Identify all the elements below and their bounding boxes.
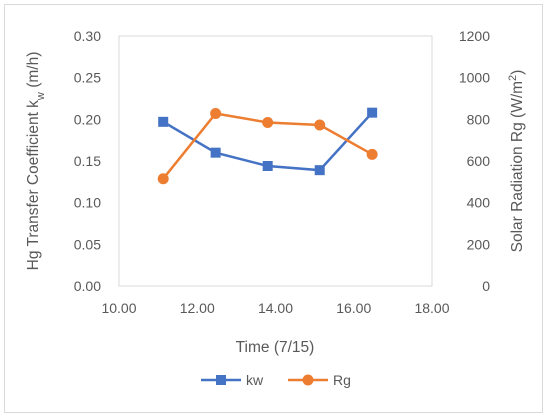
x-axis-ticks: 10.00 12.00 14.00 16.00 18.00 <box>101 300 449 316</box>
data-point-kw <box>262 161 273 171</box>
y-tick-label: 0.00 <box>74 278 101 294</box>
series-layer <box>157 107 378 185</box>
legend-marker-kw <box>216 375 226 385</box>
y-tick-label: 0.15 <box>74 153 101 169</box>
legend-label-Rg: Rg <box>333 372 351 388</box>
legend-label-kw: kw <box>246 372 264 388</box>
y-tick-label: 0.30 <box>74 28 101 44</box>
y2-tick-label: 800 <box>467 111 491 127</box>
y-tick-label: 0.20 <box>74 111 101 127</box>
legend-marker-Rg <box>302 374 314 386</box>
data-point-Rg <box>314 119 326 131</box>
data-point-kw <box>158 116 169 127</box>
y2-tick-label: 1200 <box>459 28 490 44</box>
y2-axis-title: Solar Radiation Rg (W/m2) <box>507 70 526 253</box>
data-point-kw <box>367 107 378 118</box>
data-point-Rg <box>366 148 378 160</box>
data-point-kw <box>210 147 221 158</box>
x-tick-label: 12.00 <box>180 300 215 316</box>
x-tick-label: 14.00 <box>258 300 293 316</box>
y-tick-label: 0.10 <box>74 195 101 211</box>
plot-area <box>118 35 433 287</box>
y2-tick-label: 600 <box>467 153 491 169</box>
x-tick-label: 10.00 <box>101 300 136 316</box>
x-tick-label: 18.00 <box>414 300 449 316</box>
y-axis-title: Hg Transfer Coefficient kw (m/h) <box>25 52 47 271</box>
y2-tick-label: 400 <box>467 195 491 211</box>
y2-axis-ticks: 0 200 400 600 800 1000 1200 <box>459 28 490 294</box>
x-tick-label: 16.00 <box>336 300 371 316</box>
y-axis-ticks: 0.00 0.05 0.10 0.15 0.20 0.25 0.30 <box>74 28 101 294</box>
x-axis-title: Time (7/15) <box>236 339 315 356</box>
data-point-Rg <box>262 116 274 128</box>
y-tick-label: 0.05 <box>74 236 101 252</box>
data-point-kw <box>314 165 325 176</box>
data-point-Rg <box>210 108 222 119</box>
data-point-Rg <box>157 173 169 185</box>
legend: kw Rg <box>201 372 351 388</box>
y2-tick-label: 0 <box>482 278 490 294</box>
y-tick-label: 0.25 <box>74 70 101 86</box>
y2-tick-label: 200 <box>467 236 491 252</box>
y2-tick-label: 1000 <box>459 70 490 86</box>
